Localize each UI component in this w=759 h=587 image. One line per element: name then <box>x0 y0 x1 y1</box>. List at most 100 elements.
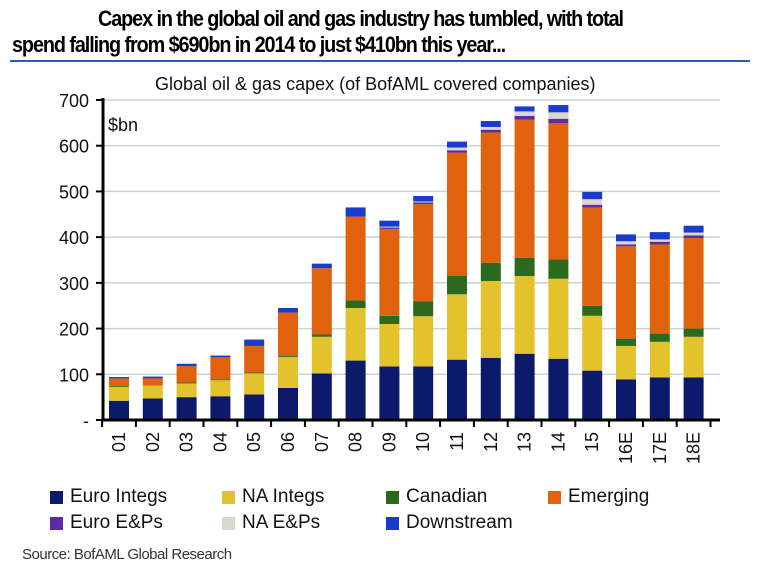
bar-segment-downstream <box>379 220 400 227</box>
bar-segment-canadian <box>379 315 400 324</box>
bar-segment-na-integs <box>142 385 163 399</box>
bar-segment-canadian <box>582 305 603 316</box>
bar-segment-emerging <box>109 378 129 387</box>
x-tick-label: 03 <box>177 432 197 452</box>
bar-segment-euro-e-ps <box>514 116 535 120</box>
bar-segment-emerging <box>582 207 603 306</box>
bar-segment-downstream <box>244 339 265 346</box>
bar-segment-canadian <box>548 259 569 279</box>
bar-segment-na-e-ps <box>514 111 535 116</box>
x-tick-label: 07 <box>312 432 332 452</box>
bar-segment-canadian <box>649 333 670 342</box>
x-tick-label: 01 <box>109 432 129 452</box>
bar-segment-downstream <box>582 191 603 200</box>
bar-segment-canadian <box>244 372 265 374</box>
bar-segment-na-e-ps <box>683 232 704 236</box>
bar-segment-emerging <box>210 357 231 380</box>
bar-segment-downstream <box>413 196 434 202</box>
bar-segment-emerging <box>311 268 332 335</box>
bar-segment-euro-integs <box>480 357 501 420</box>
bar-segment-na-integs <box>413 316 434 367</box>
legend-label: Euro Integs <box>70 486 168 507</box>
headline-line-2: spend falling from $690bn in 2014 to jus… <box>12 32 506 57</box>
bar-segment-na-integs <box>683 336 704 378</box>
bar-segment-emerging <box>616 246 636 339</box>
bar-segment-euro-integs <box>616 379 636 420</box>
bar-segment-euro-integs <box>311 373 332 420</box>
x-tick-label: 16E <box>616 432 636 464</box>
bar-segment-euro-integs <box>683 377 704 420</box>
y-tick-label: 700 <box>59 91 89 111</box>
bar-segment-euro-integs <box>176 397 197 420</box>
x-tick-label: 18E <box>684 432 704 464</box>
bar-segment-canadian <box>683 328 704 337</box>
bar-segment-na-integs <box>176 383 197 398</box>
legend-swatch <box>222 490 235 504</box>
bar-segment-downstream <box>480 121 501 127</box>
bar-segment-emerging <box>548 123 569 260</box>
bar-segment-canadian <box>210 379 231 381</box>
bar-segment-na-e-ps <box>480 126 501 130</box>
bar-segment-downstream <box>649 232 670 240</box>
legend-swatch <box>386 490 399 504</box>
bar-segment-emerging <box>480 132 501 263</box>
bar-segment-euro-e-ps <box>379 227 400 229</box>
bar-segment-euro-e-ps <box>480 129 501 133</box>
bar-segment-euro-integs <box>345 360 366 420</box>
bar-segment-na-e-ps <box>548 112 569 119</box>
unit-label: $bn <box>108 115 138 135</box>
bar-segment-downstream <box>616 234 636 242</box>
bar-segment-euro-integs <box>514 353 535 420</box>
legend-label: Emerging <box>568 486 650 507</box>
legend-label: Downstream <box>406 512 513 533</box>
bar-segment-na-integs <box>649 341 670 378</box>
bar-segment-na-integs <box>278 356 298 388</box>
bar-segment-euro-e-ps <box>142 377 163 379</box>
bar-segment-na-e-ps <box>379 226 400 228</box>
legend-item: Downstream <box>386 512 513 534</box>
legend-swatch <box>386 516 399 530</box>
x-tick-label: 12 <box>481 432 501 452</box>
x-tick-label: 11 <box>447 432 467 451</box>
bar-segment-euro-e-ps <box>447 150 467 153</box>
bar-segment-emerging <box>649 244 670 334</box>
bar-segment-downstream <box>142 376 163 378</box>
y-tick-label: 600 <box>59 137 89 157</box>
x-tick-label: 17E <box>650 432 670 464</box>
bar-segment-na-integs <box>582 315 603 371</box>
bar-segment-canadian <box>413 301 434 317</box>
bar-segment-euro-integs <box>447 359 467 420</box>
bar-segment-downstream <box>210 355 231 358</box>
legend-item: Euro Integs <box>50 486 167 508</box>
bar-segment-na-integs <box>311 336 332 374</box>
bar-segment-emerging <box>683 238 704 329</box>
legend-item: NA Integs <box>222 486 324 508</box>
legend-label: Euro E&Ps <box>70 512 163 533</box>
bar-segment-euro-integs <box>278 388 298 420</box>
x-tick-label: 02 <box>143 432 163 452</box>
bar-segment-downstream <box>514 106 535 112</box>
bar-segment-euro-e-ps <box>413 202 434 205</box>
legend-swatch <box>50 490 63 504</box>
bar-segment-euro-e-ps <box>683 235 704 239</box>
bar-segment-canadian <box>345 300 366 308</box>
bar-segment-downstream <box>548 105 569 113</box>
y-tick-label: 500 <box>59 182 89 202</box>
bar-segment-euro-integs <box>244 394 265 420</box>
y-tick-label: - <box>83 411 89 431</box>
bar-segment-na-integs <box>379 324 400 367</box>
bar-segment-euro-integs <box>379 366 400 420</box>
bar-segment-euro-integs <box>142 398 163 420</box>
legend-swatch <box>50 516 63 530</box>
bar-segment-na-integs <box>210 380 231 397</box>
bar-segment-downstream <box>109 377 129 379</box>
bar-segment-canadian <box>514 257 535 276</box>
bar-segment-canadian <box>480 262 501 282</box>
bar-segment-na-e-ps <box>413 201 434 203</box>
legend-item: Emerging <box>548 486 649 508</box>
bar-segment-canadian <box>278 356 298 357</box>
x-tick-label: 08 <box>346 432 366 452</box>
legend-label: Canadian <box>406 486 488 507</box>
headline-line-1: Capex in the global oil and gas industry… <box>98 6 624 31</box>
chart-title: Global oil & gas capex (of BofAML covere… <box>155 74 596 94</box>
